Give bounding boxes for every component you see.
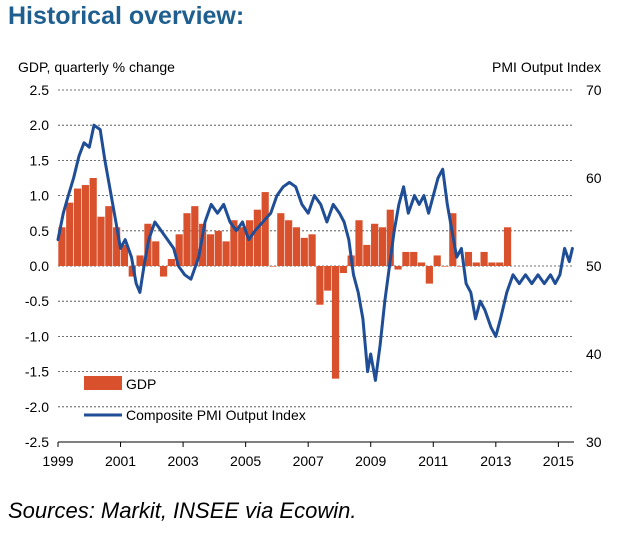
gdp-bar	[89, 178, 97, 266]
x-tick-label: 2003	[168, 453, 199, 469]
gdp-bar	[245, 220, 254, 266]
x-tick-label: 2011	[418, 453, 448, 469]
pmi-line	[56, 123, 574, 382]
right-tick-label: 70	[586, 82, 602, 98]
gdp-bar	[58, 227, 66, 266]
gdp-bar	[238, 227, 246, 266]
gdp-bar	[331, 266, 340, 379]
right-axis-label: PMI Output Index	[492, 59, 601, 75]
gdp-bar	[167, 258, 175, 266]
gdp-bar	[206, 234, 215, 266]
gdp-bar	[308, 234, 316, 266]
gdp-bar	[136, 255, 144, 266]
gdp-bar	[316, 266, 324, 305]
left-tick-label: 2.5	[30, 82, 50, 98]
x-tick-label: 2005	[230, 453, 261, 469]
gdp-bar	[339, 266, 347, 274]
gdp-bar	[285, 220, 293, 266]
gdp-bar	[300, 237, 308, 266]
gdp-bar	[378, 227, 387, 266]
left-tick-label: 0.0	[30, 258, 50, 274]
gdp-bar	[199, 223, 207, 266]
gdp-bar	[214, 230, 222, 266]
gdp-bar	[159, 266, 168, 277]
legend-label-gdp: GDP	[126, 376, 156, 392]
gdp-bar	[175, 234, 183, 266]
gdp-bar	[363, 244, 371, 266]
x-tick-label: 2001	[105, 453, 136, 469]
gdp-bar	[128, 266, 136, 277]
x-tick-label: 2007	[293, 453, 324, 469]
gdp-bar	[113, 227, 121, 266]
left-tick-label: 0.5	[30, 223, 50, 239]
gdp-bar	[410, 251, 418, 266]
gdp-bar	[191, 206, 199, 266]
x-tick-label: 2015	[543, 453, 574, 469]
gdp-bar	[105, 206, 113, 266]
gdp-bar	[183, 213, 191, 266]
gdp-bar	[402, 251, 410, 266]
gdp-bar	[425, 266, 433, 284]
gdp-bar	[394, 266, 402, 270]
gdp-bar	[464, 251, 473, 266]
gdp-bar	[457, 266, 465, 267]
gdp-bar	[324, 266, 332, 291]
gdp-bar	[371, 223, 379, 266]
left-tick-label: -2.5	[25, 434, 49, 450]
left-tick-label: -2.0	[25, 399, 49, 415]
gdp-bar	[81, 185, 89, 266]
source-note: Sources: Markit, INSEE via Ecowin.	[8, 498, 357, 523]
gdp-bar	[472, 262, 480, 266]
gdp-bar	[355, 220, 363, 266]
gdp-bar	[488, 262, 496, 266]
gdp-bar	[503, 227, 512, 266]
gdp-bar	[496, 262, 504, 266]
left-tick-label: 1.5	[30, 152, 50, 168]
x-tick-label: 2009	[355, 453, 386, 469]
gdp-bar	[277, 213, 285, 266]
gdp-bar	[152, 241, 160, 266]
gdp-bar	[261, 192, 269, 266]
x-tick-label: 2013	[480, 453, 511, 469]
gdp-bar	[97, 216, 105, 266]
x-tick-label: 1999	[42, 453, 73, 469]
gdp-bar	[441, 266, 449, 267]
gdp-bar	[222, 241, 230, 266]
right-tick-label: 40	[586, 346, 602, 362]
left-tick-label: -1.5	[25, 364, 49, 380]
gdp-bar	[253, 209, 261, 266]
legend-swatch-gdp	[84, 376, 122, 390]
legend-label-pmi: Composite PMI Output Index	[126, 407, 306, 423]
right-tick-label: 60	[586, 170, 602, 186]
gdp-bar	[292, 227, 301, 266]
gdp-bar	[269, 266, 277, 267]
gdp-bar	[120, 244, 129, 266]
page-title: Historical overview:	[8, 2, 245, 30]
left-tick-label: -0.5	[25, 293, 49, 309]
left-tick-label: 1.0	[30, 188, 50, 204]
gdp-bar	[230, 220, 238, 266]
left-axis-label: GDP, quarterly % change	[18, 59, 175, 75]
gdp-bar	[417, 262, 426, 266]
gdp-bar	[480, 251, 488, 266]
gdp-bar	[73, 188, 82, 266]
right-tick-label: 30	[586, 434, 602, 450]
gdp-bar	[66, 202, 74, 266]
left-tick-label: -1.0	[25, 328, 49, 344]
left-tick-label: 2.0	[30, 117, 50, 133]
gdp-bar	[386, 209, 394, 266]
gdp-bar	[433, 255, 441, 266]
right-tick-label: 50	[586, 258, 602, 274]
